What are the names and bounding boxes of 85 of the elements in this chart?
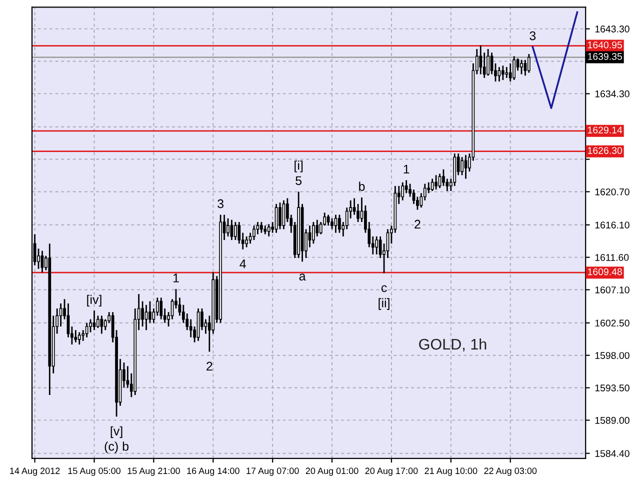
candlestick [508,62,512,82]
ref-line-label: 1629.14 [588,126,622,134]
x-tick-label: 15 Aug 05:00 [68,468,120,476]
y-tick-label: 1593.50 [595,384,630,392]
candlestick [479,44,482,75]
x-tick-label: 16 Aug 14:00 [187,468,240,476]
candlestick [460,156,464,176]
y-tick-label: 1611.60 [595,254,629,261]
candlestick [96,314,100,329]
annotation: a [299,274,306,281]
y-tick-label: 1598.00 [595,352,630,359]
y-tick-label: 1589.00 [595,416,630,424]
annotation: 2 [414,220,420,229]
candlestick [430,178,434,192]
candlestick [312,221,315,244]
candlestick [486,48,490,76]
candlestick [160,296,163,320]
ref-line-label: 1640.95 [588,41,622,48]
ref-line-label: 1639.35 [588,53,622,60]
annotation: 4 [240,260,246,268]
y-tick-label: 1643.30 [595,26,630,32]
y-tick-label: 1584.40 [595,450,630,457]
candlestick [442,168,445,187]
annotation: 1 [404,164,410,174]
annotation: [iv] [87,294,102,306]
annotation: [v] [110,426,122,438]
y-tick-label: 1616.10 [595,222,630,228]
candlestick [278,202,282,230]
candlestick [226,218,230,238]
x-tick-label: 22 Aug 03:00 [484,468,537,476]
candlestick [528,53,530,74]
candlestick [74,329,78,344]
y-tick-label: 1607.10 [595,286,630,294]
x-tick-label: 15 Aug 21:00 [128,468,180,476]
candlestick [412,188,416,205]
annotation: [i] [294,160,303,172]
candlestick [267,223,270,238]
candlestick [256,221,260,235]
candlestick [100,314,104,334]
annotation: [ii] [378,298,390,310]
candlestick [505,66,508,79]
annotation: 3 [218,199,224,208]
candlestick [404,179,408,194]
annotation: 1 [173,274,179,282]
annotation: (c) b [104,442,129,454]
candlestick [78,332,81,346]
annotation: b [359,182,365,191]
candlestick [92,310,96,331]
candlestick [260,221,263,234]
candlestick [316,219,319,238]
candlestick [252,224,256,241]
candlestick [498,66,501,82]
ref-line-label: 1609.48 [588,268,622,276]
y-tick-label: 1620.70 [595,188,630,196]
candlestick [141,300,144,328]
annotation: c [381,285,387,292]
y-tick-label: 1634.30 [595,90,630,98]
annotation: 2 [206,362,212,371]
ref-line-label: 1626.30 [588,147,622,154]
candlestick [230,219,234,241]
candlestick [234,221,237,241]
candlestick [512,56,516,81]
candlestick [338,214,341,234]
x-tick-label: 20 Aug 01:00 [306,468,358,476]
candlestick [248,232,252,244]
x-tick-label: 14 Aug 2012 [10,468,60,476]
candlestick [438,173,442,189]
annotation: 5 [296,176,302,186]
x-tick-label: 20 Aug 17:00 [365,468,418,476]
candlestick [401,182,404,202]
candlestick [375,236,378,256]
candlestick [434,174,438,190]
candlestick [501,64,504,81]
annotation: 3 [530,31,536,40]
candlestick [427,182,430,194]
candlestick [148,300,152,324]
x-tick-label: 17 Aug 07:00 [246,468,299,476]
candlestick [330,218,334,230]
candlestick [326,214,330,226]
x-tick-label: 21 Aug 10:00 [424,468,478,476]
candlestick [245,236,248,248]
candlestick [520,59,523,75]
y-tick-label: 1602.50 [595,320,630,327]
candlestick [446,178,449,192]
annotation: GOLD, 1h [419,338,486,352]
